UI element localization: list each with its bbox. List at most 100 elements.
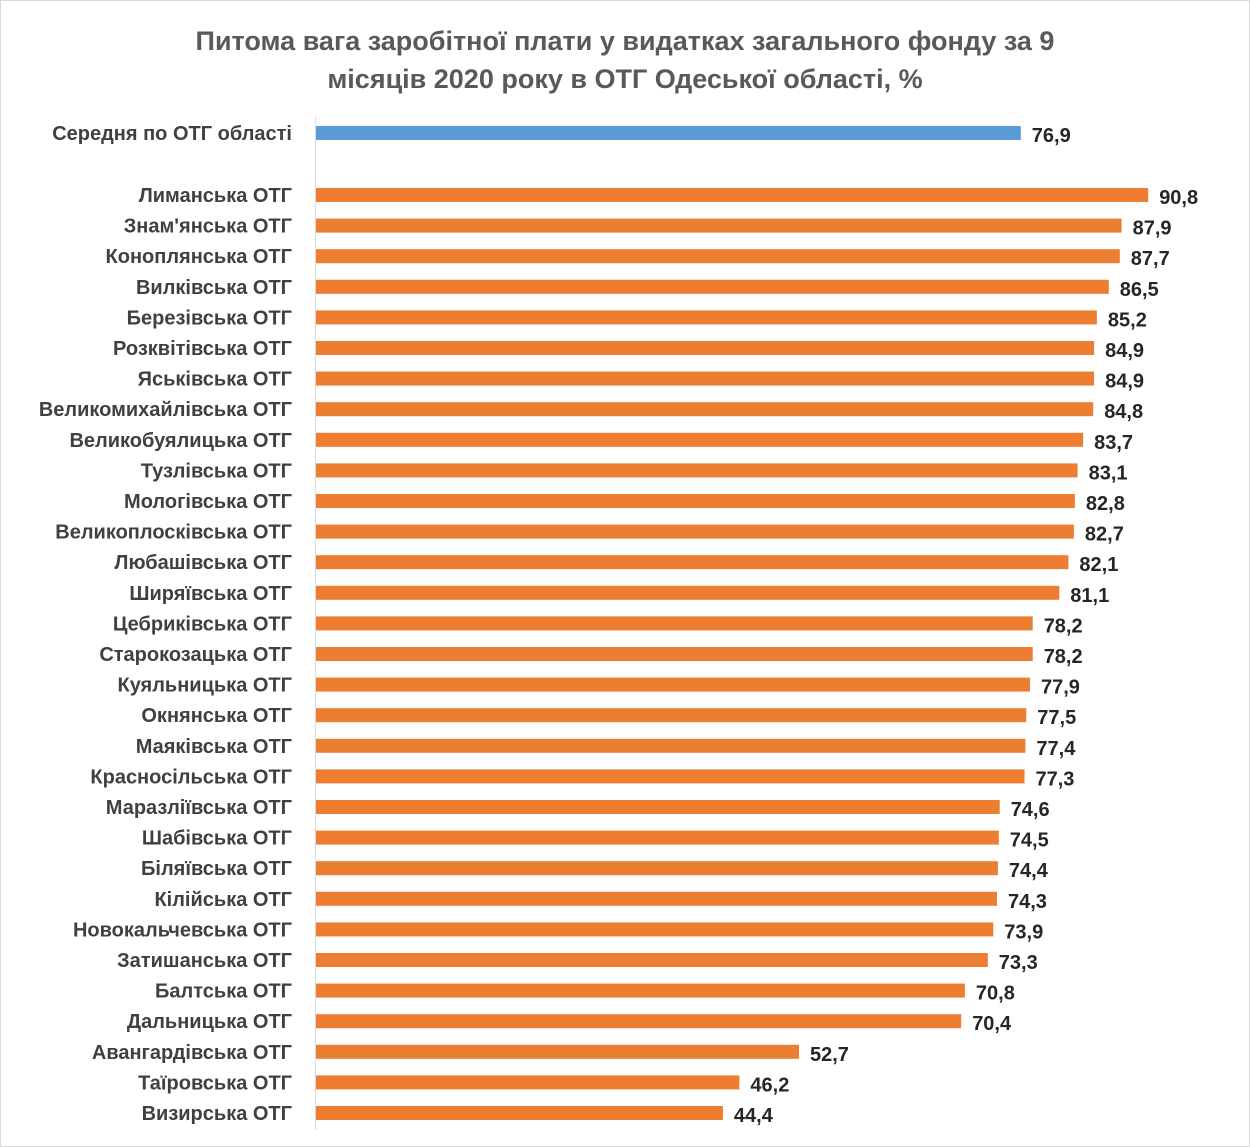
bar-1 bbox=[316, 218, 1122, 233]
data-label-11: 82,7 bbox=[1085, 524, 1124, 546]
bar-2 bbox=[316, 249, 1120, 264]
category-label-28: Авангардівська ОТГ bbox=[92, 1042, 292, 1064]
data-label-24: 73,9 bbox=[1004, 921, 1043, 943]
category-label-25: Затишанська ОТГ bbox=[117, 950, 292, 972]
category-label-3: Вилківська ОТГ bbox=[136, 277, 292, 299]
data-label-23: 74,3 bbox=[1008, 891, 1047, 913]
bar-9 bbox=[316, 463, 1078, 478]
data-label-15: 78,2 bbox=[1044, 646, 1083, 668]
category-label-15: Старокозацька ОТГ bbox=[99, 644, 292, 666]
data-label-4: 85,2 bbox=[1108, 309, 1147, 331]
data-label-0: 90,8 bbox=[1159, 187, 1198, 209]
bar-11 bbox=[316, 524, 1074, 539]
data-label-6: 84,9 bbox=[1105, 371, 1144, 393]
data-label-22: 74,4 bbox=[1009, 860, 1049, 882]
bar-24 bbox=[316, 922, 994, 937]
category-label-13: Ширяївська ОТГ bbox=[129, 583, 292, 605]
data-label-21: 74,5 bbox=[1010, 830, 1049, 852]
category-label-11: Великоплосківська ОТГ bbox=[55, 522, 292, 544]
data-label-8: 83,7 bbox=[1094, 432, 1133, 454]
data-label-25: 73,3 bbox=[999, 952, 1038, 974]
category-label-6: Яськівська ОТГ bbox=[138, 369, 292, 391]
data-label-29: 46,2 bbox=[750, 1074, 789, 1096]
bar-5 bbox=[316, 341, 1095, 355]
category-label-1: Знам'янська ОТГ bbox=[124, 216, 292, 238]
bar-16 bbox=[316, 677, 1030, 692]
data-label-26: 70,8 bbox=[976, 983, 1015, 1005]
category-label-24: Новокальчевська ОТГ bbox=[73, 919, 292, 941]
category-label-4: Березівська ОТГ bbox=[127, 307, 292, 329]
category-label-12: Любашівська ОТГ bbox=[114, 552, 292, 574]
bar-10 bbox=[316, 494, 1075, 508]
bar-12 bbox=[316, 555, 1069, 570]
bar-6 bbox=[316, 371, 1095, 386]
data-label-14: 78,2 bbox=[1044, 615, 1083, 637]
data-label-28: 52,7 bbox=[810, 1044, 849, 1066]
bar-3 bbox=[316, 279, 1109, 294]
bar-21 bbox=[316, 830, 999, 845]
data-label-19: 77,3 bbox=[1036, 768, 1075, 790]
category-label-2: Коноплянська ОТГ bbox=[106, 246, 292, 268]
bar-8 bbox=[316, 432, 1084, 447]
data-label-5: 84,9 bbox=[1105, 340, 1144, 362]
category-label-27: Дальницька ОТГ bbox=[127, 1011, 292, 1033]
category-label-19: Красносільська ОТГ bbox=[90, 766, 292, 788]
chart-title-line-2: місяців 2020 року в ОТГ Одеської області… bbox=[327, 64, 923, 94]
data-label-7: 84,8 bbox=[1104, 401, 1143, 423]
data-label-30: 44,4 bbox=[734, 1105, 774, 1127]
bar-average bbox=[316, 126, 1021, 140]
category-label-21: Шабівська ОТГ bbox=[142, 828, 292, 850]
bar-14 bbox=[316, 616, 1033, 631]
data-label-20: 74,6 bbox=[1011, 799, 1050, 821]
category-label-7: Великомихайлівська ОТГ bbox=[39, 399, 292, 421]
bar-13 bbox=[316, 585, 1060, 600]
data-label-16: 77,9 bbox=[1041, 677, 1080, 699]
data-label-12: 82,1 bbox=[1079, 554, 1118, 576]
category-label-average: Середня по ОТГ області bbox=[52, 123, 292, 145]
data-label-17: 77,5 bbox=[1037, 707, 1076, 729]
bar-27 bbox=[316, 1014, 962, 1029]
category-label-23: Кілійська ОТГ bbox=[154, 889, 292, 911]
data-label-average: 76,9 bbox=[1032, 125, 1071, 147]
bar-26 bbox=[316, 983, 965, 998]
bar-29 bbox=[316, 1075, 740, 1090]
bar-22 bbox=[316, 861, 998, 876]
data-label-2: 87,7 bbox=[1131, 248, 1170, 270]
category-label-5: Розквітівська ОТГ bbox=[113, 338, 292, 360]
data-label-13: 81,1 bbox=[1070, 585, 1109, 607]
category-label-22: Біляївська ОТГ bbox=[141, 858, 292, 880]
data-label-1: 87,9 bbox=[1133, 218, 1172, 240]
category-label-17: Окнянська ОТГ bbox=[141, 705, 292, 727]
category-label-9: Тузлівська ОТГ bbox=[141, 460, 292, 482]
data-label-18: 77,4 bbox=[1036, 738, 1076, 760]
data-label-27: 70,4 bbox=[972, 1013, 1012, 1035]
bar-17 bbox=[316, 708, 1027, 723]
category-label-29: Таїровська ОТГ bbox=[138, 1072, 292, 1094]
data-label-10: 82,8 bbox=[1086, 493, 1125, 515]
bar-15 bbox=[316, 647, 1033, 661]
category-label-0: Лиманська ОТГ bbox=[139, 185, 292, 207]
bar-25 bbox=[316, 953, 988, 967]
bar-30 bbox=[316, 1106, 723, 1120]
chart-title-line-1: Питома вага заробітної плати у видатках … bbox=[195, 26, 1055, 56]
category-label-20: Маразліївська ОТГ bbox=[106, 797, 292, 819]
category-label-8: Великобуялицька ОТГ bbox=[69, 430, 292, 452]
bar-4 bbox=[316, 310, 1097, 325]
chart-title: Питома вага заробітної плати у видатках … bbox=[0, 22, 1250, 98]
bar-7 bbox=[316, 402, 1094, 417]
bar-0 bbox=[316, 188, 1149, 202]
category-label-10: Мологівська ОТГ bbox=[124, 491, 292, 513]
bar-28 bbox=[316, 1044, 799, 1059]
bar-19 bbox=[316, 769, 1025, 784]
data-label-3: 86,5 bbox=[1120, 279, 1159, 301]
bar-18 bbox=[316, 738, 1026, 753]
category-label-30: Визирська ОТГ bbox=[142, 1103, 292, 1125]
bar-20 bbox=[316, 800, 1000, 814]
category-label-26: Балтська ОТГ bbox=[155, 981, 292, 1003]
data-label-9: 83,1 bbox=[1089, 462, 1128, 484]
category-label-14: Цебриківська ОТГ bbox=[113, 613, 292, 635]
category-label-18: Маяківська ОТГ bbox=[136, 736, 292, 758]
category-label-16: Куяльницька ОТГ bbox=[117, 675, 292, 697]
bar-23 bbox=[316, 891, 997, 906]
